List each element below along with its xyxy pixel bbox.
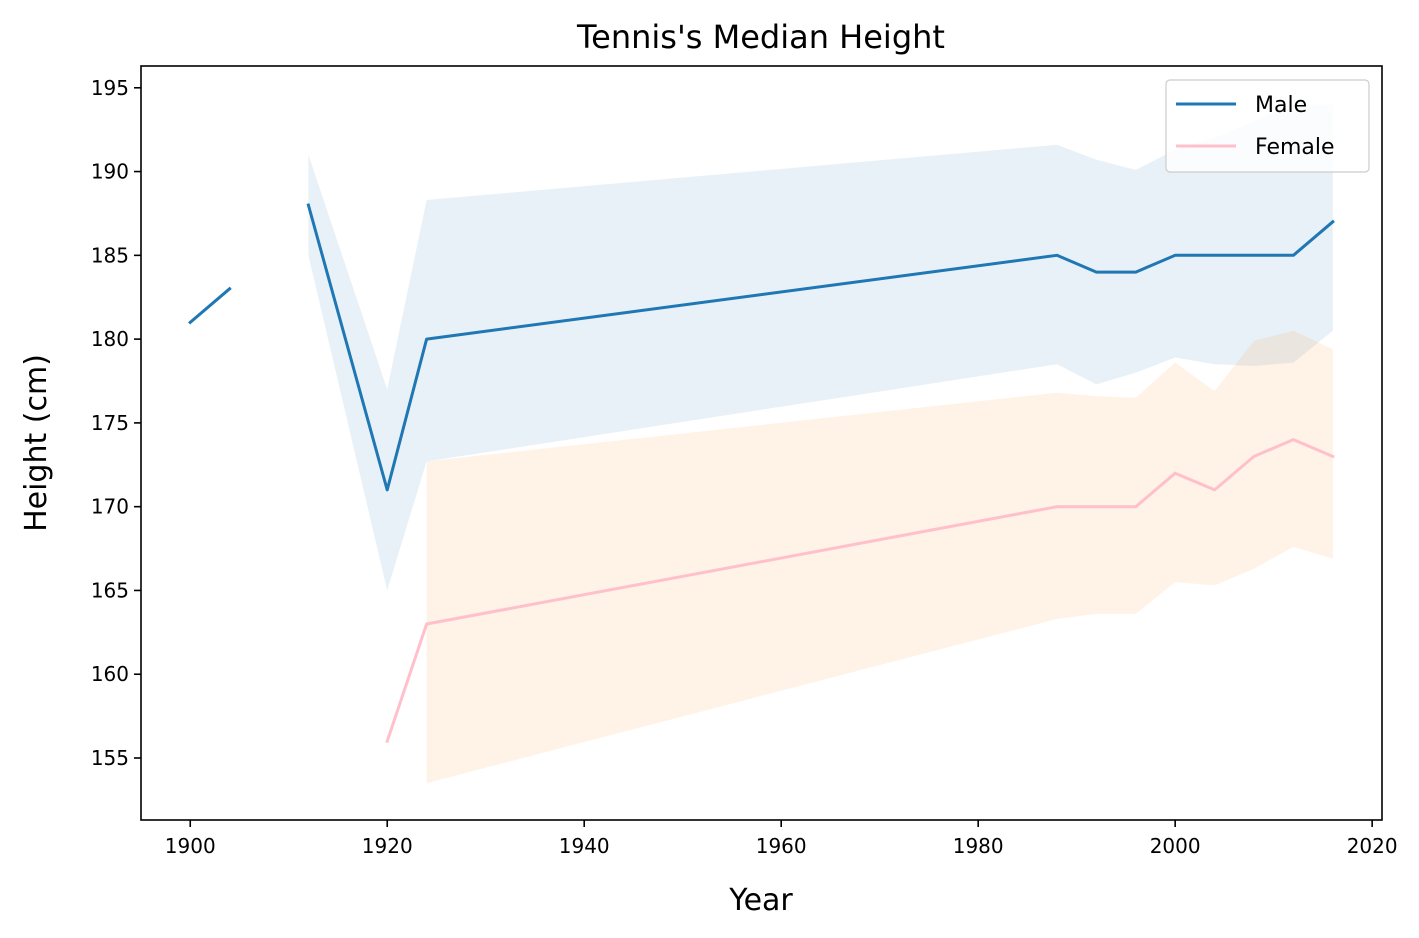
plot-frame — [140, 65, 1383, 821]
line-male-1 — [306, 203, 1335, 492]
x-tick-label: 2020 — [1347, 834, 1398, 858]
y-tick-label: 175 — [91, 411, 129, 435]
series-lines — [188, 203, 1335, 744]
chart-title: Tennis's Median Height — [576, 18, 945, 56]
y-tick-label: 165 — [91, 578, 129, 602]
confidence-bands — [308, 104, 1333, 784]
y-tick-label: 180 — [91, 327, 129, 351]
x-tick-label: 1900 — [165, 834, 216, 858]
x-tick-label: 1980 — [953, 834, 1004, 858]
x-tick-label: 1940 — [559, 834, 610, 858]
x-tick-label: 1960 — [756, 834, 807, 858]
line-male-0 — [188, 286, 232, 325]
band-female-0 — [426, 330, 1333, 784]
x-tick-label: 2000 — [1150, 834, 1201, 858]
x-tick-label: 1920 — [362, 834, 413, 858]
band-male-1 — [308, 104, 1333, 591]
legend: Male Female — [1165, 79, 1370, 173]
y-tick-label: 170 — [91, 495, 129, 519]
y-tick-label: 195 — [91, 76, 129, 100]
y-tick-label: 160 — [91, 662, 129, 686]
y-axis-label: Height (cm) — [19, 354, 54, 532]
y-axis-ticks: 155 160 165 170 175 180 185 190 195 — [91, 76, 141, 770]
x-axis-ticks: 1900 1920 1940 1960 1980 2000 2020 — [165, 820, 1398, 858]
y-tick-label: 185 — [91, 243, 129, 267]
line-female-0 — [385, 438, 1335, 744]
legend-label-female: Female — [1255, 135, 1335, 160]
x-axis-label: Year — [728, 883, 793, 918]
y-tick-label: 155 — [91, 746, 129, 770]
legend-label-male: Male — [1255, 93, 1307, 118]
y-tick-label: 190 — [91, 160, 129, 184]
